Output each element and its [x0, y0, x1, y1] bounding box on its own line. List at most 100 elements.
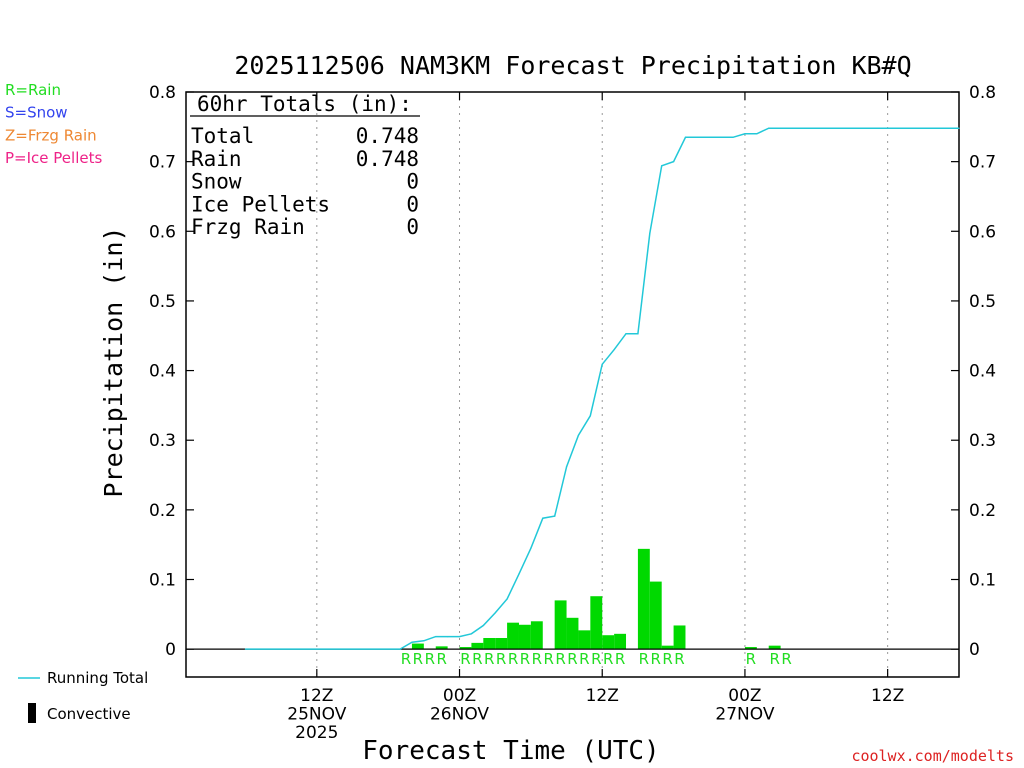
ptype-label-8: R [508, 650, 518, 668]
totals-row-value-3: 0 [406, 192, 419, 216]
totals-row-value-4: 0 [406, 215, 419, 239]
running-total-point-3 [423, 640, 425, 642]
ytick-label-right-0: 0 [969, 640, 980, 660]
xtick-label-1-1: 26NOV [430, 705, 489, 725]
precip-bar-31 [768, 645, 781, 650]
totals-row-label-0: Total [191, 124, 254, 148]
ytick-label-right-1: 0.1 [969, 571, 996, 591]
running-total-point-6 [458, 636, 461, 638]
ytick-label-left-3: 0.3 [149, 431, 176, 451]
y-axis-ticks: 0 00.1 0.10.2 0.20.3 0.30.4 0.40.5 0.50.6 0.60.… [149, 83, 996, 660]
ytick-label-left-8: 0.8 [149, 83, 176, 103]
ptype-label-12: R [555, 650, 565, 668]
chart-title: 2025112506 NAM3KM Forecast Precipitation… [234, 51, 911, 80]
running-total-point-1 [399, 648, 401, 650]
ptype-label-2: R [425, 650, 435, 668]
grid-lines [316, 92, 889, 677]
running-total-point-23 [661, 165, 663, 167]
xtick-label-2-0: 12Z [586, 686, 619, 706]
precip-bar-3 [435, 646, 448, 650]
xtick-label-4-0: 12Z [871, 686, 904, 706]
xtick-label-0-1: 25NOV [287, 705, 346, 725]
ytick-label-left-2: 0.2 [149, 501, 176, 521]
ptype-label-21: R [674, 650, 684, 668]
running-total-point-18 [601, 363, 603, 365]
ytick-label-left-4: 0.4 [149, 362, 176, 382]
convective-legend-swatch [28, 703, 36, 723]
ptype-label-5: R [472, 650, 482, 668]
precip-bar-10 [518, 624, 531, 650]
y-axis-title: Precipitation (in) [99, 227, 128, 498]
totals-row-label-2: Snow [191, 170, 242, 194]
legend-item-1: S=Snow [5, 104, 68, 122]
precip-bar-16 [590, 596, 603, 650]
totals-row-value-2: 0 [406, 170, 419, 194]
ptype-label-4: R [460, 650, 470, 668]
running-total-point-34 [791, 127, 794, 129]
xtick-label-3-0: 00Z [728, 686, 761, 706]
xtick-label-0-0: 12Z [300, 686, 333, 706]
precip-bars [400, 548, 781, 650]
xtick-label-1-0: 00Z [443, 686, 476, 706]
ytick-label-right-4: 0.4 [969, 362, 996, 382]
totals-row-value-1: 0.748 [356, 147, 419, 171]
running-total-point-24 [672, 161, 675, 163]
precip-bar-29 [744, 647, 757, 650]
ytick-label-left-6: 0.6 [149, 222, 176, 242]
ptype-label-3: R [436, 650, 446, 668]
running-total-point-16 [577, 434, 580, 436]
ytick-label-left-1: 0.1 [149, 571, 176, 591]
precip-bar-15 [578, 630, 591, 650]
running-total-point-31 [756, 133, 758, 135]
totals-row-value-0: 0.748 [356, 124, 419, 148]
running-total-line [244, 127, 960, 650]
running-total-point-36 [958, 127, 960, 129]
running-total-point-17 [589, 415, 591, 417]
running-total-point-19 [613, 349, 615, 351]
running-total-point-0 [244, 648, 247, 650]
running-total-point-5 [447, 636, 449, 638]
ptype-label-23: R [769, 650, 779, 668]
running-total-point-15 [565, 466, 568, 468]
precip-bar-5 [459, 647, 472, 650]
running-total-point-7 [470, 633, 473, 635]
ptype-label-11: R [543, 650, 553, 668]
legend-item-2: Z=Frzg Rain [5, 126, 97, 144]
ytick-label-right-5: 0.5 [969, 292, 996, 312]
precip-bar-6 [471, 642, 484, 650]
running-total-point-27 [708, 136, 710, 138]
ptype-label-0: R [401, 650, 411, 668]
ptype-label-15: R [591, 650, 601, 668]
running-total-point-11 [518, 573, 520, 575]
running-total-point-30 [744, 133, 746, 135]
running-total-point-9 [494, 612, 496, 614]
precip-bar-8 [495, 638, 508, 650]
ytick-label-left-7: 0.7 [149, 153, 176, 173]
ptype-label-24: R [781, 650, 791, 668]
ptype-legend: R=Rain S=Snow Z=Frzg Rain P=Ice Pellets [5, 81, 102, 167]
xtick-label-0-2: 2025 [295, 723, 338, 743]
running-total-point-29 [732, 136, 734, 138]
precip-bar-9 [507, 622, 519, 650]
running-total-point-8 [482, 624, 484, 627]
credit-text: coolwx.com/modelts [851, 747, 1014, 765]
convective-legend-label: Convective [47, 705, 131, 723]
x-axis-title: Forecast Time (UTC) [362, 736, 659, 766]
ptype-label-13: R [567, 650, 577, 668]
ptype-label-10: R [532, 650, 542, 668]
precip-bar-14 [566, 617, 579, 650]
ytick-label-right-7: 0.7 [969, 153, 996, 173]
totals-heading: 60hr Totals (in): [197, 92, 412, 116]
precip-bar-7 [483, 638, 496, 650]
ptype-label-6: R [484, 650, 494, 668]
precip-bar-20 [637, 548, 650, 650]
running-total-point-22 [649, 232, 651, 234]
precip-bar-17 [602, 635, 615, 650]
legend-item-3: P=Ice Pellets [5, 149, 102, 167]
running-total-point-25 [684, 136, 687, 138]
running-total-point-32 [768, 127, 770, 129]
running-total-point-21 [637, 333, 639, 335]
ptype-label-22: R [746, 650, 756, 668]
